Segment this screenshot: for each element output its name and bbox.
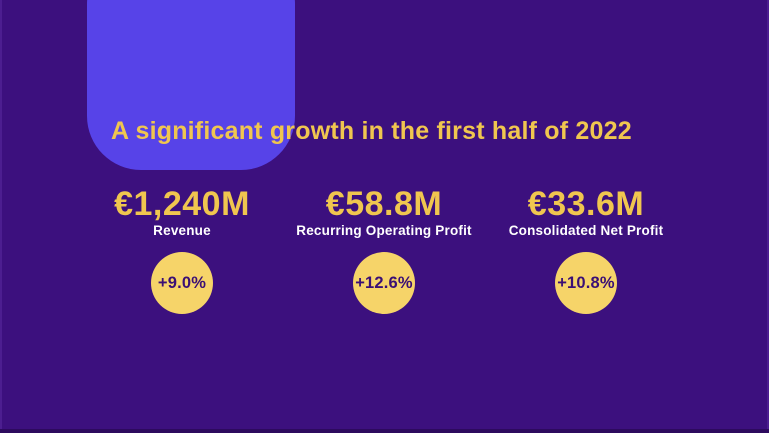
growth-badge: +10.8% (555, 252, 617, 314)
metric-value: €58.8M (325, 185, 443, 223)
bottom-edge-bar (0, 429, 769, 433)
slide-title: A significant growth in the first half o… (111, 117, 632, 145)
metric-label: Revenue (153, 223, 211, 238)
growth-value: +10.8% (557, 273, 615, 292)
growth-value: +9.0% (157, 273, 207, 292)
metric-value: €1,240M (114, 185, 250, 223)
growth-badge: +12.6% (353, 252, 415, 314)
metric-label: Recurring Operating Profit (296, 223, 472, 238)
metric-revenue: €1,240M Revenue +9.0% (82, 186, 282, 314)
metric-consolidated-net-profit: €33.6M Consolidated Net Profit +10.8% (486, 186, 686, 314)
right-edge-highlight (767, 0, 769, 433)
accent-panel (87, 0, 295, 170)
metrics-row: €1,240M Revenue +9.0% €58.8M Recurring O… (0, 186, 769, 366)
left-edge-highlight (0, 0, 2, 433)
metric-value: €33.6M (527, 185, 645, 223)
metric-recurring-operating-profit: €58.8M Recurring Operating Profit +12.6% (284, 186, 484, 314)
metric-label: Consolidated Net Profit (508, 223, 664, 238)
growth-badge: +9.0% (151, 252, 213, 314)
growth-value: +12.6% (355, 273, 413, 292)
